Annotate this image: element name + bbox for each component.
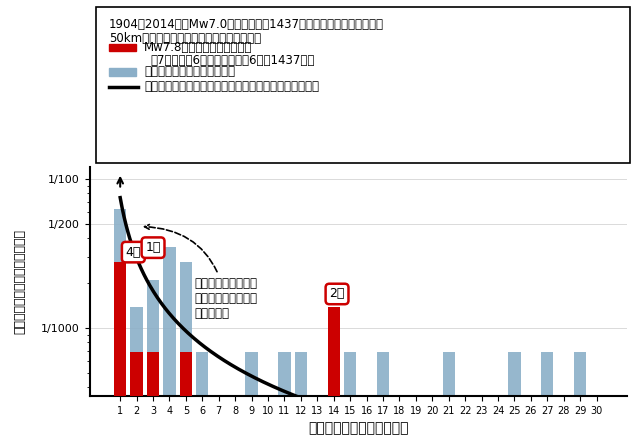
Bar — [131, 352, 143, 440]
Bar — [278, 352, 291, 440]
Bar — [180, 352, 192, 440]
Text: 地震活動を定量化した統計モデルから計算した発生回数: 地震活動を定量化した統計モデルから計算した発生回数 — [144, 80, 319, 93]
Text: 1904～2014年のMw7.0以上の地震（1437回）の後に、その震源から: 1904～2014年のMw7.0以上の地震（1437回）の後に、その震源から — [109, 18, 384, 31]
Bar — [180, 262, 192, 440]
Text: Mw7.8以上の地震の発生回数: Mw7.8以上の地震の発生回数 — [144, 41, 252, 54]
Bar — [574, 352, 586, 440]
Bar — [131, 307, 143, 440]
Bar — [541, 352, 554, 440]
Bar — [147, 352, 159, 440]
Text: 最初の地震発生数に対する比率: 最初の地震発生数に対する比率 — [13, 229, 26, 334]
Bar — [377, 352, 389, 440]
Text: 50km以内で発生した地震の経過日数別回数: 50km以内で発生した地震の経過日数別回数 — [109, 32, 261, 45]
Text: 4回: 4回 — [125, 246, 141, 259]
Bar — [295, 352, 307, 440]
Text: 1回: 1回 — [145, 241, 161, 254]
Text: 地震発生直後ほど続
けて地震が発生する
事例が多い: 地震発生直後ほど続 けて地震が発生する 事例が多い — [145, 224, 257, 320]
Bar — [163, 247, 175, 440]
X-axis label: 最初の地震からの経過日数: 最初の地震からの経過日数 — [308, 421, 409, 435]
Bar — [196, 352, 209, 440]
Bar — [114, 209, 126, 440]
Text: 同規模以上の地震の発生回数: 同規模以上の地震の発生回数 — [144, 65, 235, 78]
Bar — [443, 352, 455, 440]
Bar — [114, 262, 126, 440]
Bar — [328, 307, 340, 440]
Bar — [344, 352, 356, 440]
Bar — [328, 352, 340, 440]
Bar — [508, 352, 520, 440]
Text: 7日以内に6回（発生確率は6回／1437回）: 7日以内に6回（発生確率は6回／1437回） — [150, 54, 315, 67]
Bar — [147, 280, 159, 440]
Bar — [246, 352, 258, 440]
Text: 2回: 2回 — [330, 287, 345, 301]
